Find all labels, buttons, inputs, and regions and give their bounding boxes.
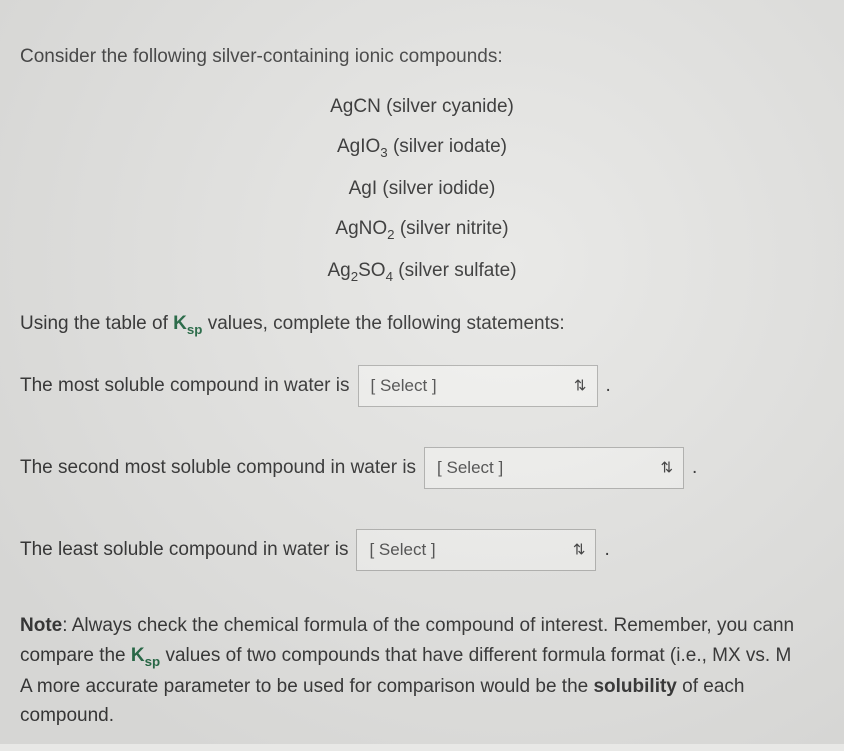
select-least-soluble[interactable]: [ Select ] ⇅ xyxy=(356,529,596,571)
compound-item: AgCN (silver cyanide) xyxy=(20,96,824,118)
note-block: Note: Always check the chemical formula … xyxy=(20,611,824,731)
statement-text: The most soluble compound in water is xyxy=(20,375,350,397)
chevron-updown-icon: ⇅ xyxy=(574,379,587,394)
compound-formula: AgI xyxy=(349,178,378,199)
compound-item: AgNO2 (silver nitrite) xyxy=(20,218,824,242)
select-value: [ Select ] xyxy=(369,540,435,560)
select-value: [ Select ] xyxy=(437,458,503,478)
statement-text: The second most soluble compound in wate… xyxy=(20,457,416,479)
statement-row: The least soluble compound in water is [… xyxy=(20,529,824,571)
compound-item: AgI (silver iodide) xyxy=(20,178,824,200)
instruction-text: Using the table of Ksp values, complete … xyxy=(20,313,824,337)
compound-name: (silver iodate) xyxy=(393,136,507,157)
chevron-updown-icon: ⇅ xyxy=(573,543,586,558)
statement-row: The second most soluble compound in wate… xyxy=(20,447,824,489)
instruction-post: values, complete the following statement… xyxy=(202,313,564,334)
select-value: [ Select ] xyxy=(371,376,437,396)
compound-name: (silver iodide) xyxy=(382,178,495,199)
compound-formula: AgNO2 xyxy=(335,218,394,239)
period: . xyxy=(692,457,697,479)
compound-item: Ag2SO4 (silver sulfate) xyxy=(20,260,824,284)
note-text: compare the xyxy=(20,645,131,666)
note-text: : Always check the chemical formula of t… xyxy=(62,615,794,636)
note-text: A more accurate parameter to be used for… xyxy=(20,676,593,697)
statement-text: The least soluble compound in water is xyxy=(20,539,348,561)
select-most-soluble[interactable]: [ Select ] ⇅ xyxy=(358,365,598,407)
compound-name: (silver cyanide) xyxy=(386,96,514,117)
compound-formula: Ag2SO4 xyxy=(327,260,393,281)
compound-list: AgCN (silver cyanide) AgIO3 (silver ioda… xyxy=(20,96,824,283)
chevron-updown-icon: ⇅ xyxy=(660,461,673,476)
note-bold: solubility xyxy=(593,676,676,697)
statement-row: The most soluble compound in water is [ … xyxy=(20,365,824,407)
note-text: values of two compounds that have differ… xyxy=(160,645,791,666)
compound-name: (silver nitrite) xyxy=(400,218,509,239)
ksp-label: Ksp xyxy=(173,313,202,334)
instruction-pre: Using the table of xyxy=(20,313,173,334)
period: . xyxy=(604,539,609,561)
compound-formula: AgCN xyxy=(330,96,381,117)
period: . xyxy=(606,375,611,397)
compound-formula: AgIO3 xyxy=(337,136,388,157)
select-second-most-soluble[interactable]: [ Select ] ⇅ xyxy=(424,447,684,489)
note-label: Note xyxy=(20,615,62,636)
intro-text: Consider the following silver-containing… xyxy=(20,46,824,68)
compound-name: (silver sulfate) xyxy=(398,260,516,281)
compound-item: AgIO3 (silver iodate) xyxy=(20,136,824,160)
ksp-label: Ksp xyxy=(131,645,160,666)
